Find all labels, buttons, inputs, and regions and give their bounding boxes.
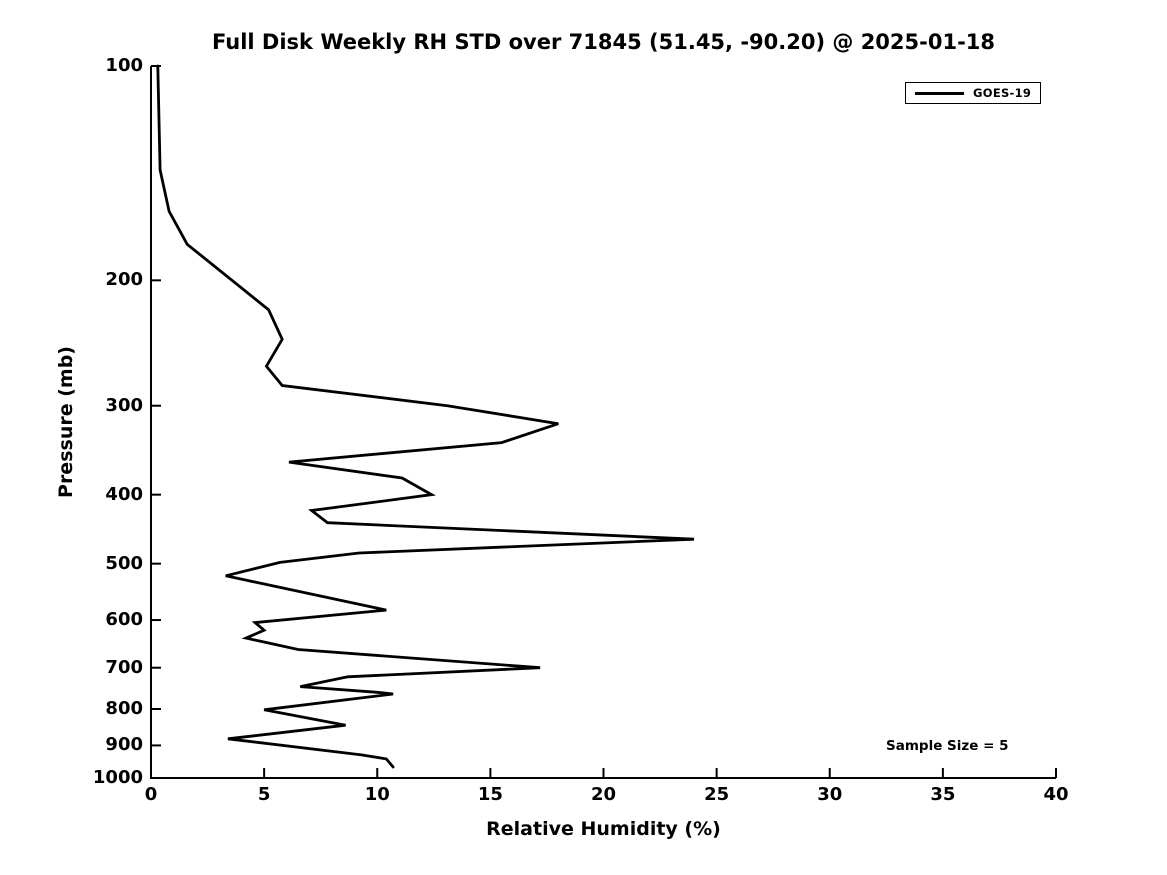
axis-spines — [150, 66, 1056, 779]
y-tick-label: 200 — [105, 269, 143, 291]
y-tick-label: 1000 — [92, 767, 143, 788]
y-tick-label: 600 — [105, 609, 143, 631]
y-tick-label: 800 — [105, 698, 143, 719]
x-tick-label: 35 — [930, 784, 956, 805]
y-tick-label: 300 — [105, 394, 143, 416]
x-tick-label: 10 — [364, 784, 390, 805]
x-tick-label: 40 — [1043, 784, 1069, 805]
x-tick-label: 0 — [144, 784, 158, 805]
y-tick-label: 100 — [105, 55, 143, 76]
chart-title: Full Disk Weekly RH STD over 71845 (51.4… — [211, 30, 996, 54]
series-line-goes-19 — [156, 64, 695, 769]
x-axis-label: Relative Humidity (%) — [486, 818, 721, 840]
y-tick-label: 400 — [105, 483, 143, 505]
x-tick-label: 15 — [477, 784, 503, 805]
legend: GOES-19 — [905, 82, 1041, 104]
x-tick-label: 20 — [590, 784, 617, 805]
x-tick-label: 30 — [817, 784, 843, 805]
axis-ticks — [150, 65, 1057, 779]
x-tick-label: 5 — [257, 784, 271, 805]
legend-label: GOES-19 — [973, 86, 1032, 100]
legend-line-icon — [915, 91, 964, 95]
x-tick-label: 25 — [704, 784, 730, 805]
rh-std-curve — [156, 64, 695, 769]
sample-size-annotation: Sample Size = 5 — [886, 738, 1009, 754]
y-tick-label: 500 — [105, 552, 143, 574]
y-tick-label: 900 — [105, 734, 143, 756]
y-axis-label: Pressure (mb) — [55, 346, 77, 498]
y-tick-label: 700 — [105, 656, 143, 678]
